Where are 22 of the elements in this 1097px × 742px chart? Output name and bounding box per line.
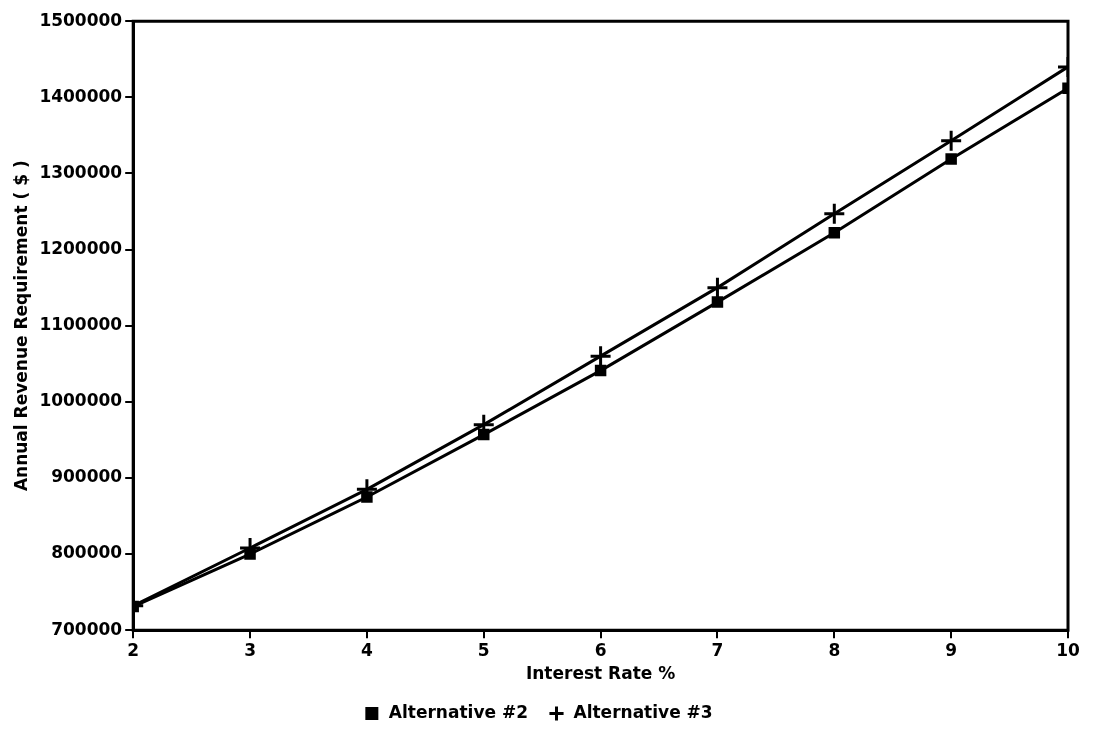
y-axis-title: Annual Revenue Requirement ( $ ) bbox=[10, 160, 31, 492]
x-tick-label: 10 bbox=[1056, 639, 1080, 660]
legend-label: Alternative #3 bbox=[573, 701, 713, 722]
y-tick-label: 1300000 bbox=[39, 161, 123, 182]
x-tick-label: 7 bbox=[711, 639, 724, 660]
y-tick-label: 1000000 bbox=[39, 390, 123, 411]
y-tick-label: 1100000 bbox=[39, 314, 123, 335]
y-tick-label: 1200000 bbox=[39, 238, 123, 258]
legend-label: Alternative #2 bbox=[388, 701, 528, 722]
x-tick-label: 9 bbox=[945, 639, 958, 660]
x-tick-label: 5 bbox=[477, 639, 490, 660]
x-tick-label: 2 bbox=[127, 639, 140, 660]
y-tick-label: 700000 bbox=[51, 618, 123, 639]
x-axis-title: Interest Rate % bbox=[525, 663, 676, 684]
x-tick-label: 3 bbox=[244, 639, 256, 660]
x-tick-label: 6 bbox=[594, 639, 607, 660]
y-tick-label: 1500000 bbox=[39, 9, 123, 30]
x-tick-label: 4 bbox=[360, 639, 373, 660]
y-tick-label: 900000 bbox=[51, 466, 123, 487]
y-tick-label: 800000 bbox=[51, 542, 123, 563]
y-tick-label: 1400000 bbox=[39, 85, 123, 106]
x-tick-label: 8 bbox=[828, 639, 841, 660]
